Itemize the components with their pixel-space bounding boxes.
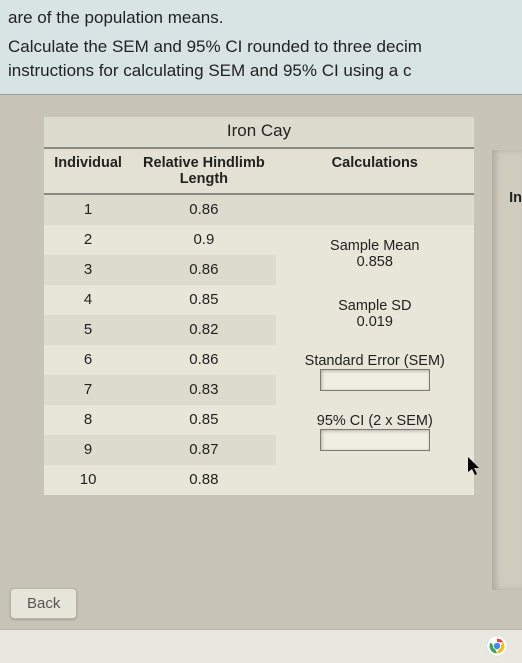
cell-n: 7	[44, 375, 132, 405]
cell-v: 0.86	[132, 194, 275, 225]
table-row: 6 0.86 Standard Error (SEM)	[44, 345, 474, 375]
sample-sd-label: Sample SD	[280, 298, 470, 314]
cell-n: 8	[44, 405, 132, 435]
header-hindlimb: Relative Hindlimb Length	[132, 149, 275, 194]
header-individual: Individual	[44, 149, 132, 194]
cell-v: 0.88	[132, 465, 275, 495]
cell-calc	[276, 194, 474, 225]
sample-mean-value: 0.858	[280, 254, 470, 270]
table-row: 2 0.9 Sample Mean 0.858	[44, 225, 474, 255]
instruction-line-3: instructions for calculating SEM and 95%…	[8, 59, 514, 84]
cell-v: 0.86	[132, 255, 275, 285]
cell-v: 0.85	[132, 285, 275, 315]
cell-v: 0.86	[132, 345, 275, 375]
ci-input[interactable]	[320, 429, 430, 451]
cell-v: 0.9	[132, 225, 275, 255]
cell-calc-sd: Sample SD 0.019	[276, 285, 474, 345]
instruction-line-2: Calculate the SEM and 95% CI rounded to …	[8, 35, 514, 60]
instruction-panel: are of the population means. Calculate t…	[0, 0, 522, 95]
cell-v: 0.83	[132, 375, 275, 405]
sample-sd-value: 0.019	[280, 314, 470, 330]
header-hindlimb-top: Relative Hindlimb	[143, 155, 265, 171]
table-row: 10 0.88	[44, 465, 474, 495]
table-title: Iron Cay	[44, 117, 474, 149]
instruction-line-1: are of the population means.	[8, 6, 514, 31]
cell-n: 4	[44, 285, 132, 315]
table-row: 4 0.85 Sample SD 0.019	[44, 285, 474, 315]
ci-label: 95% CI (2 x SEM)	[280, 413, 470, 429]
bottom-bar	[0, 629, 522, 663]
cell-calc-sem: Standard Error (SEM)	[276, 345, 474, 405]
cell-n: 10	[44, 465, 132, 495]
cell-n: 1	[44, 194, 132, 225]
content-area: Iron Cay Individual Relative Hindlimb Le…	[0, 95, 522, 495]
cell-n: 3	[44, 255, 132, 285]
cell-calc-mean: Sample Mean 0.858	[276, 225, 474, 285]
cell-calc-ci: 95% CI (2 x SEM)	[276, 405, 474, 465]
cell-n: 9	[44, 435, 132, 465]
sem-input[interactable]	[320, 369, 430, 391]
chrome-icon[interactable]	[486, 635, 508, 657]
back-button[interactable]: Back	[10, 588, 77, 619]
sample-mean-label: Sample Mean	[280, 238, 470, 254]
cell-n: 5	[44, 315, 132, 345]
data-table: Individual Relative Hindlimb Length Calc…	[44, 149, 474, 495]
cell-v: 0.85	[132, 405, 275, 435]
cell-n: 2	[44, 225, 132, 255]
cell-n: 6	[44, 345, 132, 375]
header-hindlimb-bottom: Length	[136, 171, 271, 187]
cell-v: 0.82	[132, 315, 275, 345]
header-right-cut: In	[509, 190, 522, 206]
right-shadow	[492, 150, 522, 590]
header-calculations: Calculations	[276, 149, 474, 194]
table-row: 8 0.85 95% CI (2 x SEM)	[44, 405, 474, 435]
cell-calc	[276, 465, 474, 495]
cell-v: 0.87	[132, 435, 275, 465]
sem-label: Standard Error (SEM)	[280, 353, 470, 369]
table-row: 1 0.86	[44, 194, 474, 225]
